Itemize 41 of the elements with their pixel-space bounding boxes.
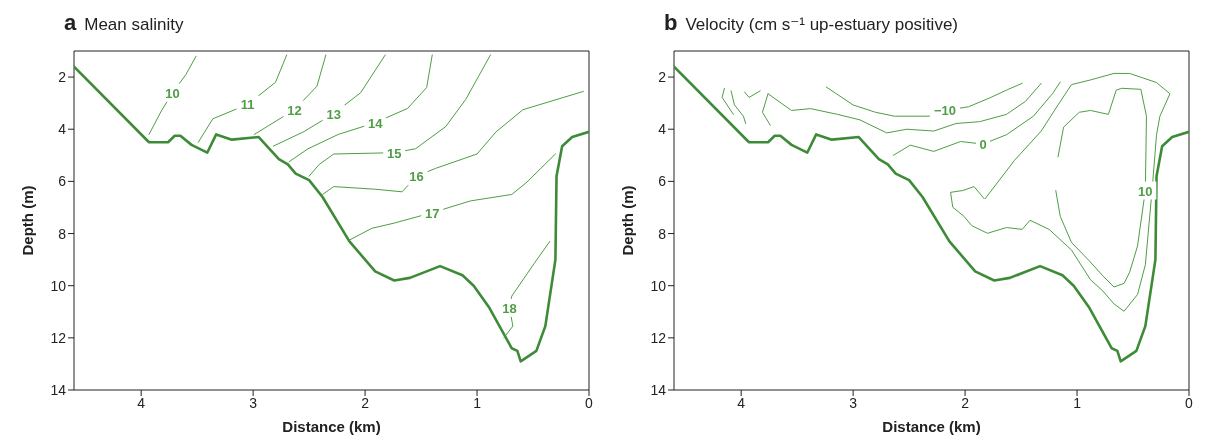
x-tick-label: 3 [849,394,858,411]
x-tick-label: 0 [1185,394,1194,411]
y-tick-label: 14 [50,381,67,398]
y-tick-label: 10 [50,277,67,294]
y-tick-label: 4 [658,121,667,138]
x-tick-label: 2 [361,394,370,411]
series-label: 0 [979,137,987,153]
x-tick-label: 4 [737,394,746,411]
x-tick-label: 1 [473,394,482,411]
y-tick-label: 14 [650,381,667,398]
y-tick-label: 4 [58,121,67,138]
y-tick-label: 6 [58,173,67,190]
x-tick-label: 1 [1073,394,1082,411]
x-tick-label: 2 [961,394,970,411]
series-label: 10 [165,85,180,101]
y-tick-label: 12 [50,329,67,346]
series-label: 14 [367,115,384,131]
series-label: 17 [425,205,440,221]
chart-title: a Mean salinity [64,10,184,35]
y-tick-label: 10 [650,277,667,294]
series-label: 13 [326,106,341,122]
chart-title: b Velocity (cm s⁻¹ up-estuary positive) [664,10,959,35]
y-tick-label: 2 [58,69,67,86]
x-tick-label: 0 [585,394,594,411]
x-tick-label: 4 [137,394,146,411]
series-label: 18 [502,300,517,316]
x-axis-title: Distance (km) [282,418,381,435]
series-label: 10 [1138,183,1153,199]
series-label: 12 [287,102,302,118]
x-axis-title: Distance (km) [882,418,981,435]
y-axis-title: Depth (m) [19,185,37,256]
y-tick-label: 12 [650,329,667,346]
y-tick-label: 8 [658,225,667,242]
x-tick-label: 3 [249,394,258,411]
y-tick-label: 2 [658,69,667,86]
y-tick-label: 8 [58,225,67,242]
y-axis-title: Depth (m) [619,185,637,256]
series-label: 11 [240,97,255,113]
y-tick-label: 6 [658,173,667,190]
series-label: 16 [409,169,424,185]
series-label: 15 [386,145,402,161]
